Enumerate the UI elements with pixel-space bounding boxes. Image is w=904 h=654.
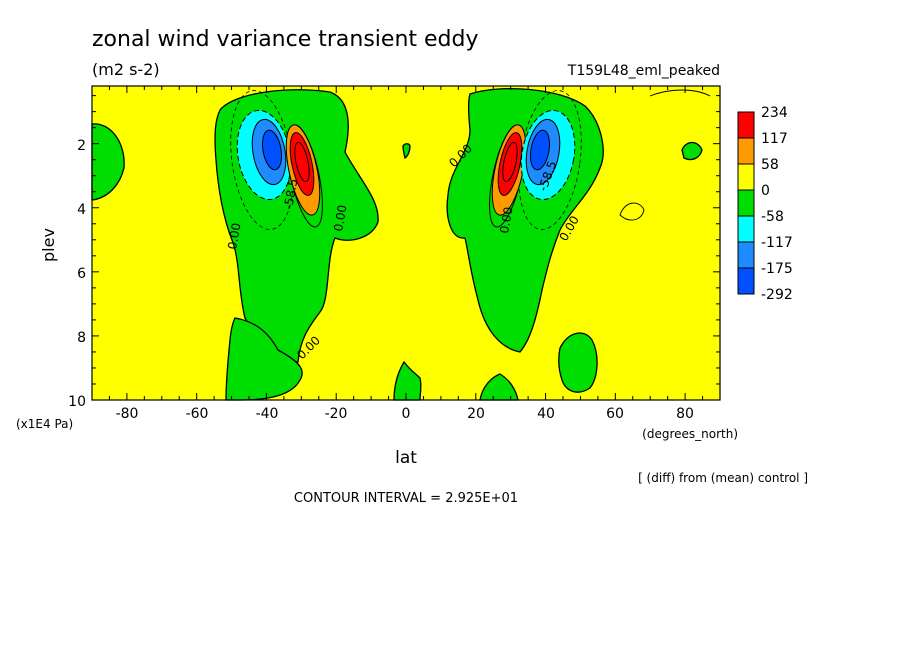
green-region-eq-small bbox=[402, 143, 411, 160]
colorbar-label: -117 bbox=[761, 235, 793, 251]
green-region-sh-edge bbox=[91, 123, 125, 201]
colorbar-label: -292 bbox=[761, 287, 793, 303]
contour-label: 0.00 bbox=[497, 206, 515, 235]
sh-negative-core bbox=[236, 109, 292, 201]
diff-note: [ (diff) from (mean) control ] bbox=[638, 471, 808, 485]
colorbar-label: -58 bbox=[761, 209, 784, 225]
x-tick-label: 80 bbox=[676, 406, 694, 422]
chart-units: (m2 s-2) bbox=[92, 60, 160, 79]
colorbar-swatch-117 bbox=[737, 137, 755, 165]
colorbar-swatch-neg117 bbox=[737, 241, 755, 269]
background-field-zero-to-58 bbox=[92, 86, 720, 400]
sh-positive-core bbox=[285, 124, 323, 228]
colorbar-label: -175 bbox=[761, 261, 793, 277]
contour-label: 0.00 bbox=[225, 222, 243, 251]
x-tick-label: 20 bbox=[467, 406, 485, 422]
x-tick-label: -80 bbox=[116, 406, 139, 422]
x-tick-label: 60 bbox=[606, 406, 624, 422]
x-tick-label: -40 bbox=[256, 406, 279, 422]
colorbar bbox=[737, 111, 755, 295]
contour-label: 0.00 bbox=[331, 204, 349, 233]
green-region-sh-lower bbox=[225, 317, 303, 401]
y-tick-label: 8 bbox=[77, 330, 86, 346]
y-tick-label: 4 bbox=[77, 202, 86, 218]
colorbar-swatch-58 bbox=[737, 163, 755, 191]
y-tick-labels: 2 4 6 8 10 bbox=[68, 138, 86, 410]
contour-nh-polar bbox=[619, 202, 645, 221]
y-tick-label: 10 bbox=[68, 394, 86, 410]
colorbar-label: 234 bbox=[761, 105, 788, 121]
nh-positive-core bbox=[489, 124, 527, 228]
run-label: T159L48_eml_peaked bbox=[567, 63, 720, 79]
x-axis-units: (degrees_north) bbox=[642, 427, 738, 441]
colorbar-swatch-neg58 bbox=[737, 215, 755, 243]
y-tick-label: 2 bbox=[77, 138, 86, 154]
contour-label: -58.5 bbox=[281, 177, 300, 210]
colorbar-labels: 234 117 58 0 -58 -117 -175 -292 bbox=[761, 105, 793, 303]
green-region-nh-edge bbox=[681, 141, 703, 161]
colorbar-swatch-0 bbox=[737, 189, 755, 217]
nh-negative-core bbox=[520, 109, 576, 201]
x-tick-label: -20 bbox=[325, 406, 348, 422]
colorbar-label: 117 bbox=[761, 131, 788, 147]
contour-top-right bbox=[649, 89, 711, 97]
x-tick-label: 40 bbox=[537, 406, 555, 422]
contour-interval: CONTOUR INTERVAL = 2.925E+01 bbox=[294, 491, 518, 506]
colorbar-swatch-neg175 bbox=[737, 267, 755, 295]
x-tick-label: -60 bbox=[186, 406, 209, 422]
colorbar-label: 58 bbox=[761, 157, 779, 173]
thin-contours bbox=[619, 89, 711, 221]
plot-area: 0.00 0.00 0.00 -58.5 0.00 0.00 0.00 -58.… bbox=[91, 85, 721, 401]
x-axis-label: lat bbox=[395, 448, 417, 468]
green-region-eq-right bbox=[479, 373, 519, 401]
x-tick-labels: -80 -60 -40 -20 0 20 40 60 80 bbox=[116, 406, 694, 422]
y-axis-units: (x1E4 Pa) bbox=[16, 417, 73, 431]
x-tick-label: 0 bbox=[402, 406, 411, 422]
colorbar-swatch-234 bbox=[737, 111, 755, 139]
minor-ticks bbox=[91, 86, 721, 401]
colorbar-label: 0 bbox=[761, 183, 770, 199]
y-axis-label: plev bbox=[39, 228, 58, 262]
chart-title: zonal wind variance transient eddy bbox=[92, 27, 479, 52]
y-tick-label: 6 bbox=[77, 266, 86, 282]
green-region-eq-bottom bbox=[393, 360, 422, 401]
green-region-nh-lower bbox=[558, 332, 598, 393]
